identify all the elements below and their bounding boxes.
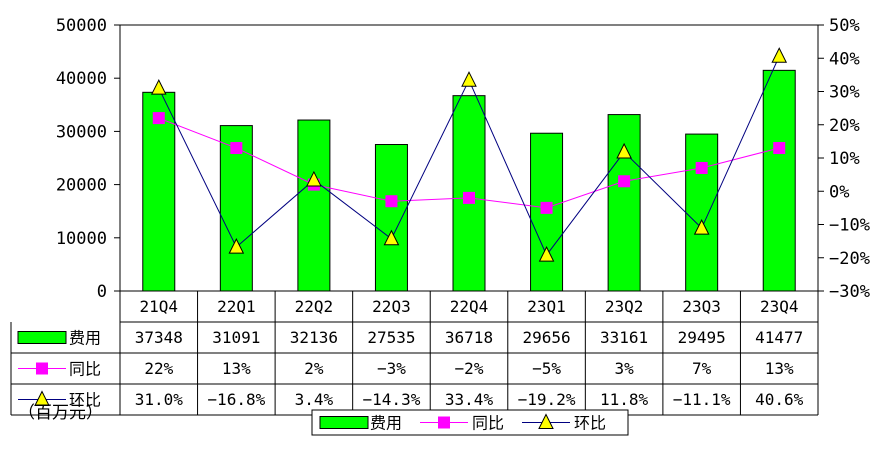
right-axis-tick-label: 0% — [829, 182, 849, 202]
right-axis-tick-label: 50% — [829, 16, 860, 36]
table-cell-0-23Q1: 29656 — [522, 328, 570, 347]
qoq-point-22Q1 — [228, 237, 245, 254]
table-cell-2-22Q1: −16.8% — [207, 390, 265, 409]
table-cell-1-21Q4: 22% — [144, 359, 173, 378]
table-cell-0-23Q4: 41477 — [755, 328, 803, 347]
category-label-21Q4: 21Q4 — [140, 297, 179, 316]
right-axis-tick-label: 30% — [829, 83, 860, 103]
yoy-point-23Q1 — [540, 201, 553, 214]
qoq-point-22Q4 — [461, 71, 477, 87]
left-axis-tick-label: 10000 — [56, 229, 107, 249]
legend-key-bar — [319, 416, 369, 429]
table-cell-2-22Q3: −14.3% — [363, 390, 421, 409]
bar-23Q4 — [762, 69, 796, 292]
category-label-23Q3: 23Q3 — [682, 297, 721, 316]
qoq-point-21Q4 — [150, 79, 167, 95]
left-axis-tick-label: 50000 — [56, 16, 107, 36]
table-cell-2-22Q4: 33.4% — [445, 390, 494, 409]
legend-key-yoy-marker — [438, 416, 450, 429]
left-axis-tick-label: 0 — [97, 282, 107, 302]
table-cell-0-22Q2: 32136 — [290, 328, 338, 347]
table-cell-0-23Q2: 33161 — [600, 328, 648, 347]
bar-23Q3 — [685, 133, 719, 292]
table-cell-2-23Q4: 40.6% — [755, 390, 804, 409]
category-label-22Q1: 22Q1 — [217, 297, 256, 316]
table-cell-2-21Q4: 31.0% — [135, 390, 184, 409]
right-axis-tick-label: 10% — [829, 149, 860, 169]
qoq-point-22Q2 — [306, 170, 322, 187]
yoy-point-23Q3 — [695, 161, 708, 174]
yoy-point-22Q3 — [385, 195, 398, 208]
table-cell-0-22Q3: 27535 — [367, 328, 415, 347]
right-axis-tick-label: 20% — [829, 116, 860, 136]
table-cell-0-22Q4: 36718 — [445, 328, 493, 347]
table-cell-1-22Q3: −3% — [377, 359, 406, 378]
table-cell-0-22Q1: 31091 — [212, 328, 260, 347]
legend-key-qoq-marker — [538, 413, 554, 429]
left-axis-tick-label: 40000 — [56, 69, 107, 89]
category-label-22Q4: 22Q4 — [450, 297, 489, 316]
left-axis-tick-label: 30000 — [56, 122, 107, 142]
category-label-23Q2: 23Q2 — [605, 297, 644, 316]
table-cell-2-23Q3: −11.1% — [673, 390, 731, 409]
unit-label: （百万元） — [18, 403, 103, 423]
right-axis-tick-label: −20% — [829, 249, 870, 269]
legend-label-1: 同比 — [472, 414, 504, 433]
table-cell-1-23Q4: 13% — [765, 359, 794, 378]
table-cell-0-23Q3: 29495 — [678, 328, 726, 347]
category-label-22Q2: 22Q2 — [295, 297, 334, 316]
left-axis-tick-label: 20000 — [56, 176, 107, 196]
table-cell-1-23Q3: 7% — [692, 359, 712, 378]
table-cell-2-23Q2: 11.8% — [600, 390, 649, 409]
yoy-point-23Q4 — [773, 142, 786, 155]
table-key-bar — [17, 331, 67, 344]
bar-22Q3 — [374, 144, 408, 292]
category-label-23Q1: 23Q1 — [527, 297, 566, 316]
yoy-point-22Q1 — [230, 142, 243, 155]
table-cell-1-22Q4: −2% — [455, 359, 484, 378]
table-key-qoq-marker — [34, 390, 50, 406]
right-axis-tick-label: −30% — [829, 282, 870, 302]
qoq-point-23Q3 — [693, 219, 710, 235]
bar-21Q4 — [142, 91, 176, 292]
yoy-point-21Q4 — [152, 112, 165, 125]
legend-label-2: 环比 — [574, 414, 606, 433]
bar-23Q2 — [607, 114, 641, 292]
category-label-22Q3: 22Q3 — [372, 297, 411, 316]
right-axis-tick-label: 40% — [829, 49, 860, 69]
yoy-point-23Q2 — [618, 175, 631, 188]
table-key-yoy-marker — [36, 362, 48, 375]
yoy-point-22Q4 — [463, 191, 475, 204]
table-row-name-1: 同比 — [69, 360, 101, 379]
bar-22Q2 — [297, 119, 331, 292]
right-axis-tick-label: −10% — [829, 216, 870, 236]
qoq-point-23Q2 — [616, 142, 632, 159]
table-row-name-0: 费用 — [69, 329, 101, 348]
table-cell-1-23Q2: 3% — [614, 359, 634, 378]
table-cell-1-23Q1: −5% — [532, 359, 561, 378]
table-cell-1-22Q1: 13% — [222, 359, 251, 378]
category-label-23Q4: 23Q4 — [760, 297, 799, 316]
qoq-point-22Q3 — [383, 229, 400, 246]
qoq-point-23Q4 — [771, 47, 788, 63]
table-row-name-2: 环比 — [69, 391, 101, 410]
qoq-point-23Q1 — [538, 245, 555, 262]
table-cell-0-21Q4: 37348 — [135, 328, 183, 347]
legend-label-0: 费用 — [370, 414, 402, 433]
table-cell-2-22Q2: 3.4% — [295, 390, 334, 409]
table-cell-2-23Q1: −19.2% — [518, 390, 576, 409]
table-cell-1-22Q2: 2% — [304, 359, 324, 378]
